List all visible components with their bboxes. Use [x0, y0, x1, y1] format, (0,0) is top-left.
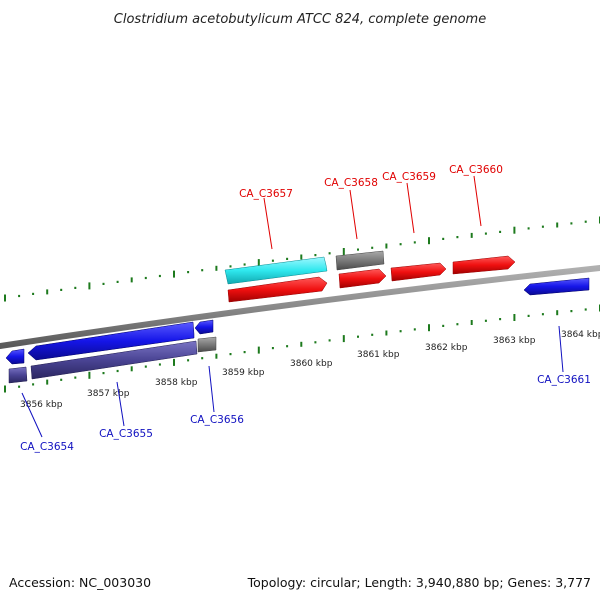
gene-label-ca-c3656[interactable]: CA_C3656	[190, 414, 244, 426]
accession-text: Accession: NC_003030	[9, 575, 151, 590]
tick-label-3856: 3856 kbp	[20, 400, 63, 410]
gene-label-ca-c3655[interactable]: CA_C3655	[99, 428, 153, 440]
gene-ca-c3661-cds[interactable]	[523, 277, 590, 296]
gene-ca-c3654-feature[interactable]	[8, 366, 28, 384]
tick-label-3858: 3858 kbp	[155, 378, 198, 388]
tick-label-3857: 3857 kbp	[87, 389, 130, 399]
tick-label-3864: 3864 kbp	[561, 330, 600, 340]
map-title: Clostridium acetobutylicum ATCC 824, com…	[114, 12, 486, 27]
gene-ca-c3656-feature[interactable]	[197, 336, 217, 353]
gene-ca-c3657-rna[interactable]	[224, 256, 328, 285]
gene-label-ca-c3660[interactable]: CA_C3660	[449, 164, 503, 176]
forward-features	[224, 250, 516, 303]
gene-ca-c3658-cds[interactable]	[338, 268, 387, 289]
scale-labels: 3856 kbp 3857 kbp 3858 kbp 3859 kbp 3860…	[20, 330, 600, 410]
tick-label-3863: 3863 kbp	[493, 336, 536, 346]
gene-labels: CA_C3657 CA_C3658 CA_C3659 CA_C3660 CA_C…	[20, 164, 591, 453]
tick-label-3862: 3862 kbp	[425, 343, 468, 353]
gene-ca-c3655-feature[interactable]	[30, 340, 198, 380]
tick-label-3859: 3859 kbp	[222, 368, 265, 378]
gene-label-ca-c3657[interactable]: CA_C3657	[239, 188, 293, 200]
gene-ca-c3654-cds[interactable]	[5, 348, 25, 365]
gene-label-ca-c3654[interactable]: CA_C3654	[20, 441, 74, 453]
gene-ca-c3660-cds[interactable]	[452, 255, 516, 275]
gene-ca-c3656-cds[interactable]	[194, 319, 214, 335]
gene-callouts	[21, 175, 564, 438]
gene-ca-c3659-cds[interactable]	[390, 262, 447, 282]
tick-label-3860: 3860 kbp	[290, 359, 333, 369]
gene-label-ca-c3661[interactable]: CA_C3661	[537, 374, 591, 386]
gene-ca-c3657-cds[interactable]	[227, 276, 328, 303]
forward-tick-row	[4, 216, 600, 302]
gene-ca-c3655-cds[interactable]	[27, 321, 195, 361]
genome-backbone	[0, 265, 600, 349]
tick-label-3861: 3861 kbp	[357, 350, 400, 360]
gene-label-ca-c3658[interactable]: CA_C3658	[324, 177, 378, 189]
reverse-features	[5, 277, 590, 384]
gene-label-ca-c3659[interactable]: CA_C3659	[382, 171, 436, 183]
reverse-tick-row	[4, 304, 600, 393]
gene-ca-c3658-feature[interactable]	[335, 250, 385, 271]
genome-summary-text: Topology: circular; Length: 3,940,880 bp…	[247, 575, 591, 590]
